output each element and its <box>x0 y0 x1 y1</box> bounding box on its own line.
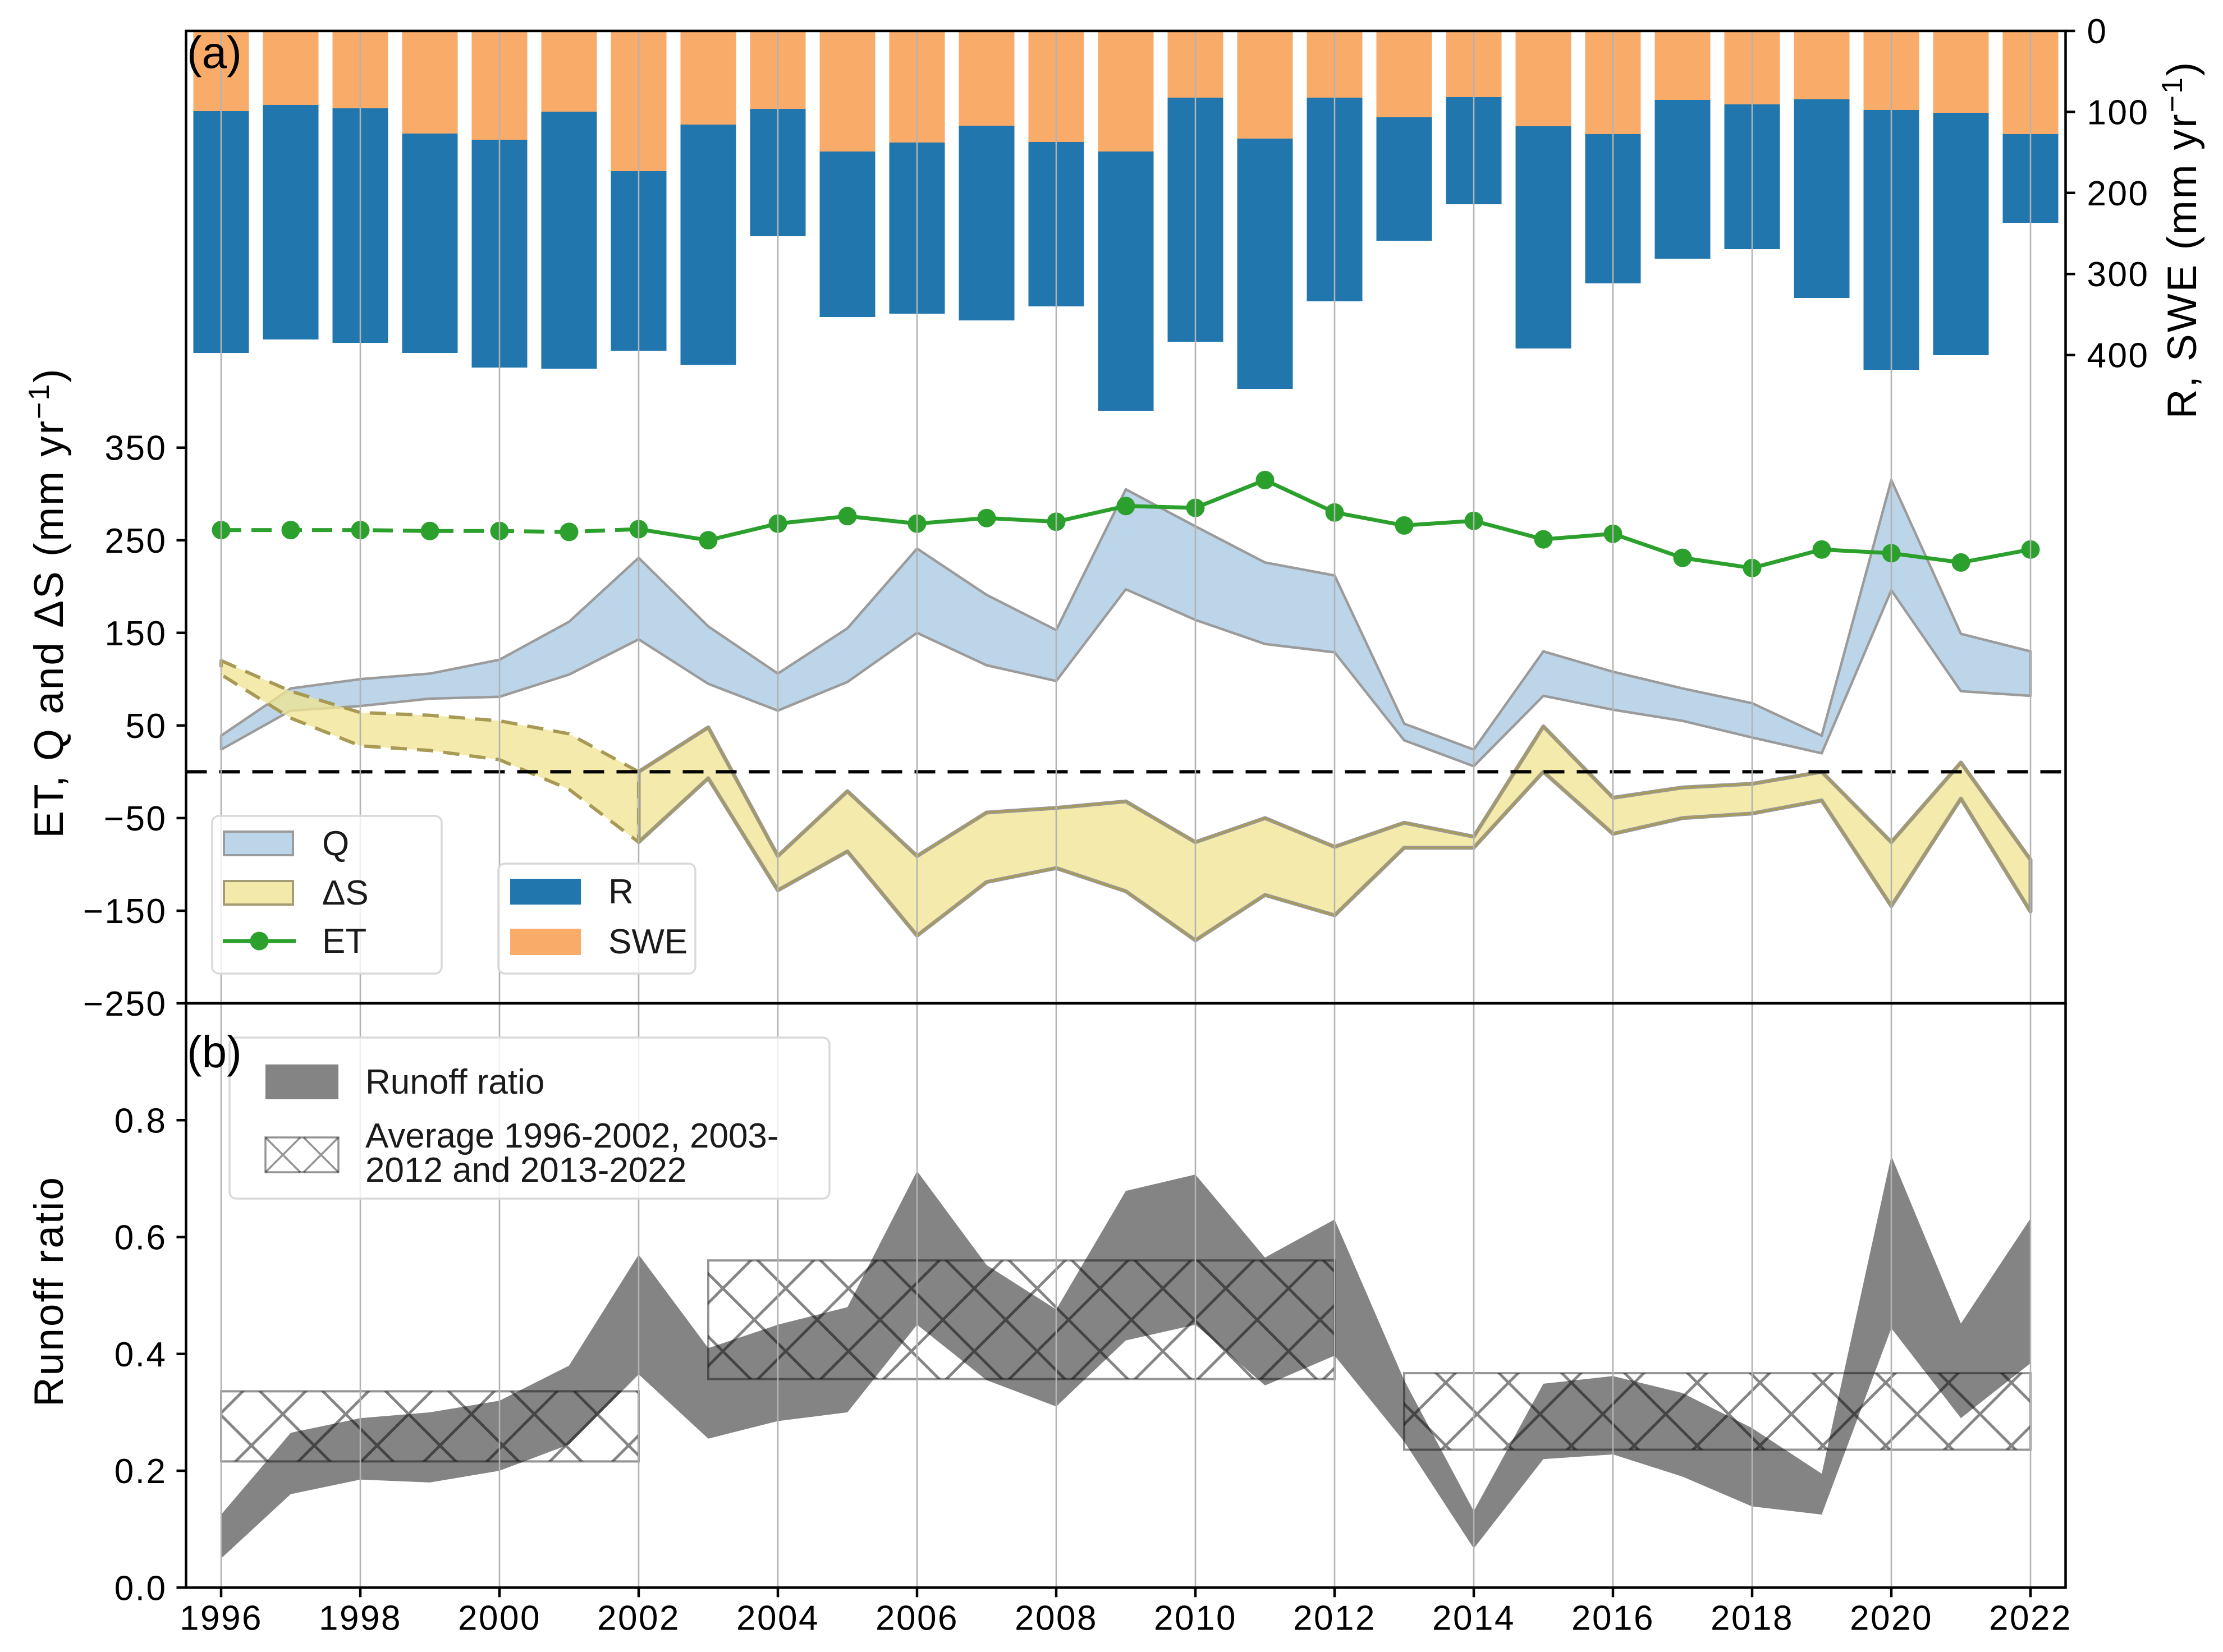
svg-text:100: 100 <box>2087 93 2149 132</box>
svg-text:2018: 2018 <box>1711 1599 1794 1637</box>
svg-text:2002: 2002 <box>597 1599 680 1637</box>
svg-text:2012: 2012 <box>1293 1599 1376 1637</box>
svg-text:300: 300 <box>2087 255 2149 294</box>
svg-text:0.8: 0.8 <box>114 1102 167 1140</box>
svg-text:150: 150 <box>105 614 167 653</box>
svg-text:R: R <box>608 873 634 911</box>
svg-text:−50: −50 <box>104 800 167 838</box>
svg-text:ET, Q and ΔS (mm yr−1): ET, Q and ΔS (mm yr−1) <box>23 367 72 838</box>
svg-text:Runoff ratio: Runoff ratio <box>26 1176 72 1407</box>
svg-text:2014: 2014 <box>1432 1599 1515 1637</box>
svg-text:−150: −150 <box>83 892 167 931</box>
svg-text:SWE: SWE <box>608 923 687 961</box>
svg-text:250: 250 <box>105 522 167 561</box>
svg-text:Q: Q <box>322 824 349 863</box>
svg-text:0.0: 0.0 <box>114 1569 167 1608</box>
svg-text:2020: 2020 <box>1850 1599 1933 1637</box>
svg-text:2008: 2008 <box>1015 1599 1098 1637</box>
svg-text:ΔS: ΔS <box>322 874 369 912</box>
svg-text:350: 350 <box>105 429 167 468</box>
svg-text:1996: 1996 <box>180 1599 263 1637</box>
svg-text:2016: 2016 <box>1571 1599 1654 1637</box>
svg-text:(b): (b) <box>187 1027 242 1077</box>
svg-text:200: 200 <box>2087 175 2149 213</box>
svg-text:R, SWE (mm yr−1): R, SWE (mm yr−1) <box>2156 61 2205 419</box>
svg-text:0.4: 0.4 <box>114 1336 167 1374</box>
svg-text:50: 50 <box>126 707 167 746</box>
svg-text:Average 1996-2002, 2003-: Average 1996-2002, 2003- <box>365 1117 779 1155</box>
svg-text:2006: 2006 <box>876 1599 959 1637</box>
svg-text:2010: 2010 <box>1154 1599 1237 1637</box>
svg-text:Runoff ratio: Runoff ratio <box>365 1063 544 1102</box>
svg-text:(a): (a) <box>187 27 242 77</box>
svg-text:0: 0 <box>2087 12 2108 51</box>
svg-text:0.2: 0.2 <box>114 1452 167 1491</box>
svg-text:2012 and 2013-2022: 2012 and 2013-2022 <box>365 1151 686 1190</box>
svg-text:ET: ET <box>322 922 366 961</box>
svg-text:2004: 2004 <box>736 1599 819 1637</box>
svg-text:1998: 1998 <box>319 1599 402 1637</box>
svg-text:0.6: 0.6 <box>114 1219 167 1258</box>
svg-text:2000: 2000 <box>458 1599 541 1637</box>
svg-text:−250: −250 <box>83 985 167 1024</box>
svg-text:2022: 2022 <box>1989 1599 2072 1637</box>
svg-text:400: 400 <box>2087 337 2149 375</box>
